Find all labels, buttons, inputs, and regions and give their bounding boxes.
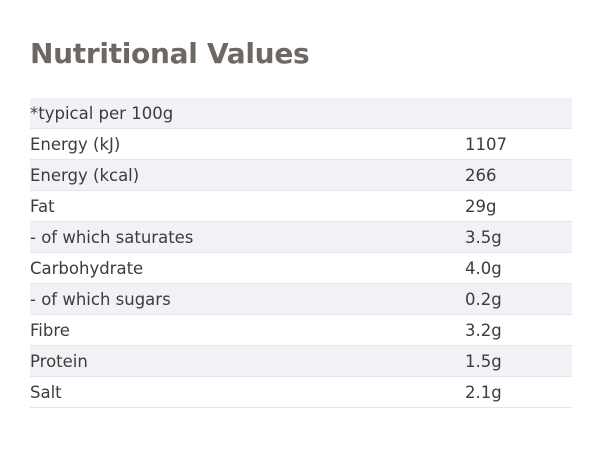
row-value: 1107 (465, 134, 507, 154)
row-label: Protein (30, 351, 88, 371)
row-value: 266 (465, 165, 497, 185)
table-row-carbohydrate: Carbohydrate 4.0g (30, 253, 572, 284)
nutrition-table: *typical per 100g Energy (kJ) 1107 Energ… (30, 98, 572, 408)
table-header-row: *typical per 100g (30, 98, 572, 129)
row-label: Energy (kcal) (30, 165, 140, 185)
table-row-fibre: Fibre 3.2g (30, 315, 572, 346)
row-value: 3.5g (465, 227, 502, 247)
row-label: - of which saturates (30, 227, 194, 247)
row-value: 2.1g (465, 382, 502, 402)
row-value: 29g (465, 196, 497, 216)
table-row-energy-kcal: Energy (kcal) 266 (30, 160, 572, 191)
table-row-saturates: - of which saturates 3.5g (30, 222, 572, 253)
row-value: 1.5g (465, 351, 502, 371)
row-label: Fibre (30, 320, 70, 340)
row-label: - of which sugars (30, 289, 171, 309)
row-value: 0.2g (465, 289, 502, 309)
page-title: Nutritional Values (30, 37, 310, 70)
table-row-fat: Fat 29g (30, 191, 572, 222)
row-label: Energy (kJ) (30, 134, 121, 154)
table-row-sugars: - of which sugars 0.2g (30, 284, 572, 315)
row-value: 3.2g (465, 320, 502, 340)
row-label: Salt (30, 382, 62, 402)
table-row-salt: Salt 2.1g (30, 377, 572, 408)
per-100g-note: *typical per 100g (30, 103, 174, 123)
row-label: Fat (30, 196, 55, 216)
table-row-energy-kj: Energy (kJ) 1107 (30, 129, 572, 160)
table-row-protein: Protein 1.5g (30, 346, 572, 377)
row-value: 4.0g (465, 258, 502, 278)
row-label: Carbohydrate (30, 258, 144, 278)
